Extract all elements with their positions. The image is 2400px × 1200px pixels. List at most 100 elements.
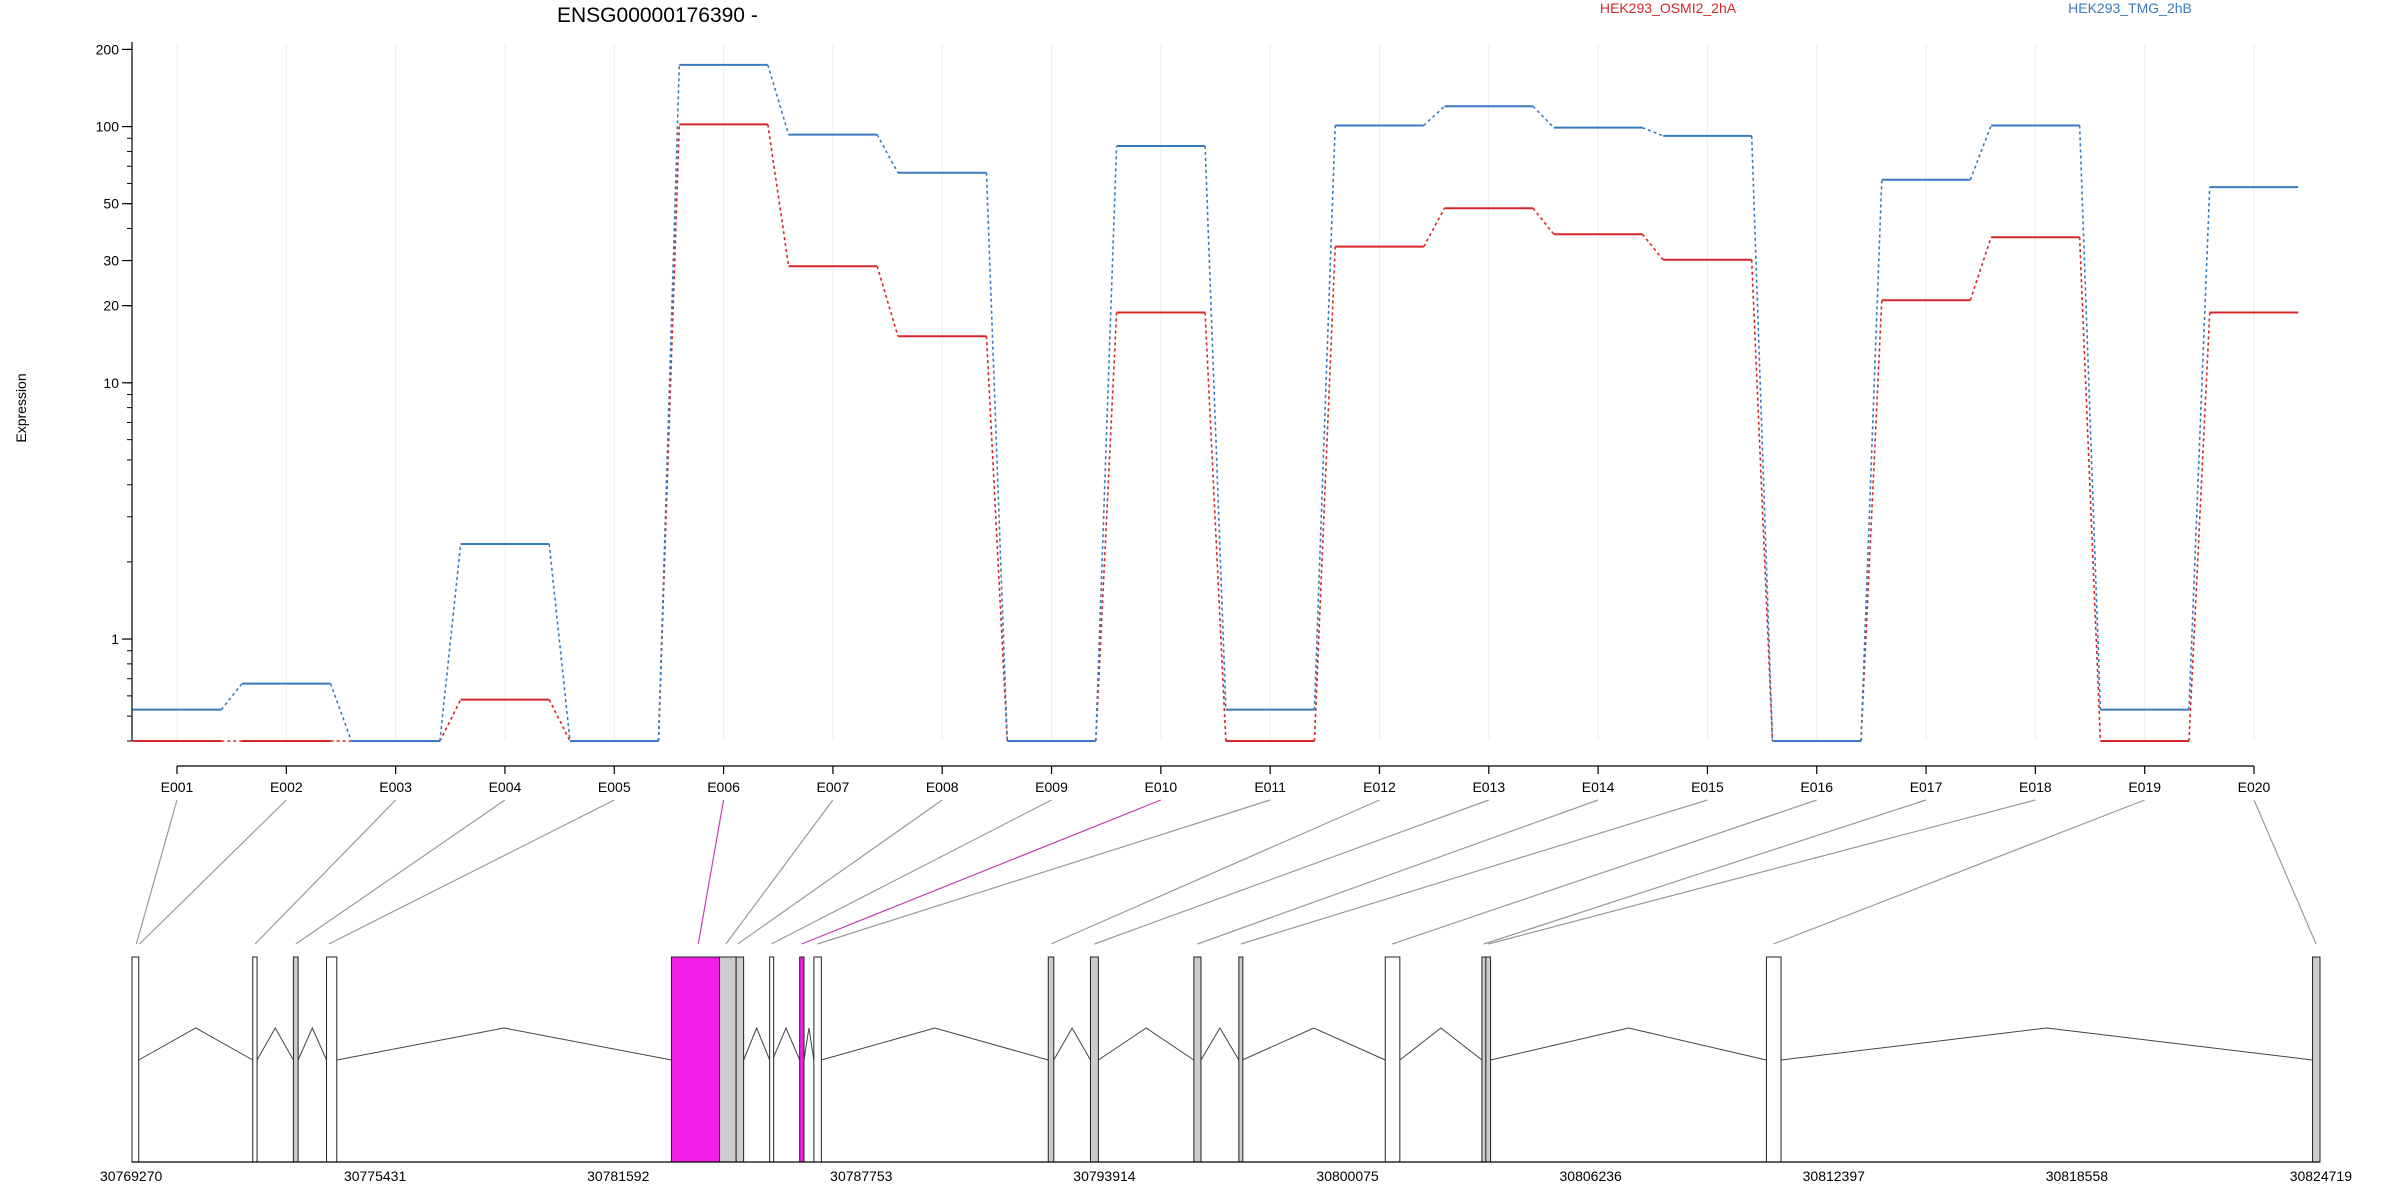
- series-link-HEK293_OSMI2_2hA-E017: [1969, 236, 1992, 301]
- intron-E014: [1242, 1027, 1386, 1061]
- exon-box-E009: [799, 956, 805, 1163]
- x-tick-label-E015: E015: [1691, 779, 1724, 795]
- coordinate-tick-label-30800075: 30800075: [1316, 1168, 1379, 1184]
- x-tick-label-E014: E014: [1582, 779, 1615, 795]
- y-tick-label-200: 200: [96, 41, 120, 57]
- y-tick-label-10: 10: [103, 375, 119, 391]
- series-link-HEK293_TMG_2hB-E017: [1969, 125, 1992, 181]
- gene-model: [131, 956, 2321, 1163]
- series-link-HEK293_TMG_2hB-E003: [439, 543, 462, 742]
- x-tick-label-E008: E008: [926, 779, 959, 795]
- exon-connectors: [135, 799, 2317, 945]
- connector-E003: [254, 799, 397, 945]
- intron-E002: [256, 1026, 294, 1061]
- series-link-HEK293_OSMI2_2hA-E011: [1313, 246, 1337, 742]
- x-tick-label-E005: E005: [598, 779, 631, 795]
- exon-box-E016: [1481, 956, 1487, 1163]
- coordinate-tick-label-30781592: 30781592: [587, 1168, 650, 1184]
- series-link-HEK293_OSMI2_2hA-E008: [985, 336, 1009, 742]
- intron-E015: [1399, 1027, 1483, 1061]
- connector-E019: [1773, 799, 2145, 945]
- coordinate-tick-label-30787753: 30787753: [830, 1168, 893, 1184]
- legend: HEK293_OSMI2_2hA HEK293_TMG_2hB: [1600, 0, 2192, 16]
- series-link-HEK293_TMG_2hB-E005: [657, 64, 681, 742]
- coordinate-axis: 30769270 30775431 30781592 30787753 30793914…: [100, 1161, 2352, 1184]
- x-tick-label-E016: E016: [1800, 779, 1833, 795]
- exon-box-E001: [131, 956, 140, 1163]
- connector-E013: [1094, 799, 1489, 945]
- series-link-HEK293_TMG_2hB-E018: [2078, 125, 2102, 710]
- y-tick-label-50: 50: [103, 196, 119, 212]
- series-link-HEK293_TMG_2hB-E009: [1094, 145, 1118, 742]
- exon-box-E004: [326, 956, 338, 1163]
- connector-E018: [1488, 799, 2036, 945]
- series-link-HEK293_TMG_2hB-E006: [767, 64, 790, 135]
- coordinate-tick-label-30775431: 30775431: [344, 1168, 407, 1184]
- x-tick-label-E010: E010: [1144, 779, 1177, 795]
- intron-E010: [821, 1027, 1049, 1061]
- intron-E007: [743, 1026, 771, 1061]
- connector-E004: [295, 799, 506, 945]
- x-tick-label-E017: E017: [1910, 779, 1943, 795]
- connector-E015: [1240, 799, 1708, 945]
- series-link-HEK293_OSMI2_2hA-E012: [1423, 207, 1446, 247]
- exon-box-E010: [813, 956, 822, 1163]
- x-tick-label-E012: E012: [1363, 779, 1396, 795]
- connector-E007: [725, 799, 834, 945]
- x-tick-label-E020: E020: [2238, 779, 2271, 795]
- x-tick-label-E003: E003: [379, 779, 412, 795]
- exon-box-E002: [252, 956, 258, 1163]
- coordinate-tick-label-30793914: 30793914: [1073, 1168, 1136, 1184]
- series-link-HEK293_TMG_2hB-E012: [1423, 105, 1446, 127]
- intron-E008: [771, 1026, 801, 1061]
- connector-E017: [1483, 799, 1927, 945]
- intron-E013: [1200, 1027, 1240, 1061]
- series-link-HEK293_OSMI2_2hA-E018: [2078, 237, 2102, 742]
- y-tick-label-1: 1: [111, 631, 119, 647]
- exon-box-E015: [1384, 956, 1401, 1163]
- series-link-HEK293_TMG_2hB-E011: [1313, 125, 1337, 710]
- connector-E014: [1197, 799, 1599, 945]
- exon-box-E006: [719, 956, 737, 1163]
- y-tick-label-30: 30: [103, 253, 119, 269]
- exon-box-E012: [1089, 956, 1099, 1163]
- connector-E012: [1050, 799, 1380, 945]
- exon-box-E013: [1193, 956, 1202, 1163]
- series-link-HEK293_OSMI2_2hA-E003: [439, 699, 462, 742]
- coordinate-tick-label-30806236: 30806236: [1560, 1168, 1623, 1184]
- exon-box-E003: [292, 956, 299, 1163]
- connector-E016: [1392, 799, 1817, 945]
- y-tick-label-100: 100: [96, 119, 120, 135]
- connector-E008: [737, 799, 943, 945]
- exon-box-E017: [1485, 956, 1492, 1163]
- connector-E010: [801, 799, 1162, 945]
- x-tick-label-E006: E006: [707, 779, 740, 795]
- connector-E002: [139, 799, 287, 945]
- series-lines: [132, 63, 2299, 742]
- x-tick-label-E013: E013: [1472, 779, 1505, 795]
- series-link-HEK293_OSMI2_2hA-E014: [1641, 233, 1664, 261]
- legend-entry-HEK293_TMG_2hB: HEK293_TMG_2hB: [2068, 0, 2192, 16]
- x-tick-label-E011: E011: [1254, 779, 1286, 795]
- x-tick-label-E018: E018: [2019, 779, 2052, 795]
- y-tick-label-20: 20: [103, 298, 119, 314]
- series-link-HEK293_TMG_2hB-E013: [1532, 105, 1555, 129]
- connector-E001: [135, 799, 178, 945]
- series-link-HEK293_OSMI2_2hA-E013: [1532, 207, 1555, 235]
- intron-E011: [1053, 1026, 1091, 1061]
- x-tick-label-E001: E001: [161, 779, 194, 795]
- series-link-HEK293_TMG_2hB-E019: [2188, 187, 2211, 710]
- intron-E017: [1490, 1027, 1767, 1061]
- x-tick-label-E002: E002: [270, 779, 303, 795]
- x-tick-label-E004: E004: [489, 779, 522, 795]
- connector-E005: [328, 799, 615, 945]
- series-HEK293_OSMI2_2hA: [132, 123, 2299, 742]
- coordinate-tick-label-30818558: 30818558: [2046, 1168, 2109, 1184]
- series-link-HEK293_TMG_2hB-E007: [876, 134, 899, 174]
- x-tick-label-E007: E007: [817, 779, 850, 795]
- series-link-HEK293_TMG_2hB-E001: [220, 683, 243, 711]
- x-tick-label-E009: E009: [1035, 779, 1068, 795]
- exon-box-E005: [670, 956, 721, 1163]
- intron-E009: [803, 1027, 815, 1061]
